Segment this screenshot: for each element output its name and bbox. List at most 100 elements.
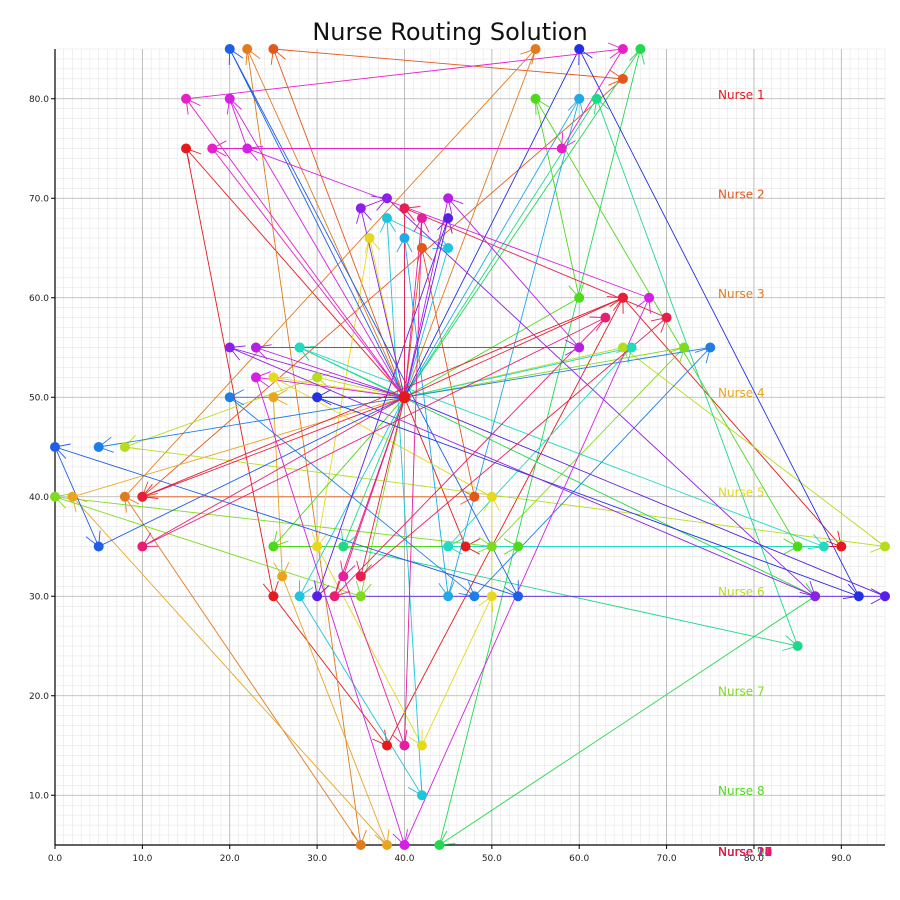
stop-point-nurse-1 [836,541,847,552]
stop-point-nurse-22 [399,740,410,751]
y-tick-label: 70.0 [29,194,49,204]
stop-point-nurse-21 [207,143,218,154]
y-tick-label: 20.0 [29,692,49,702]
stop-point-nurse-22 [338,571,349,582]
stop-point-nurse-3 [119,491,130,502]
route-line-nurse-14 [98,346,712,597]
x-tick-label: 40.0 [394,854,414,864]
stop-point-nurse-6 [880,541,890,552]
stop-point-nurse-17 [443,213,454,224]
stop-point-nurse-18 [224,342,235,353]
stop-point-nurse-17 [312,591,323,602]
stop-point-nurse-8 [268,541,279,552]
stop-point-nurse-13 [399,233,410,244]
x-tick-label: 90.0 [831,854,851,864]
stop-point-nurse-21 [617,44,628,54]
stop-point-nurse-22 [416,213,427,224]
legend-entry-nurse-24: Nurse 24 [718,845,772,859]
stop-point-nurse-14 [93,442,104,452]
legend-entry-nurse-1: Nurse 1 [718,88,765,102]
stop-point-nurse-23 [329,591,340,602]
route-line-nurse-7 [54,346,686,597]
stop-point-nurse-11 [818,541,829,552]
legend: Nurse 1 Nurse 2 Nurse 3 Nurse 4 Nurse 5 Nurse… [718,88,772,859]
legend-entry-nurse-21: Nurse 21 [718,845,772,859]
stop-point-nurse-3 [355,840,366,850]
stop-point-nurse-10 [338,541,349,552]
legend-entry-nurse-15: Nurse 15 [718,845,772,859]
depot-marker [398,391,411,404]
stop-point-nurse-18 [355,203,366,214]
stop-point-nurse-6 [312,372,323,383]
stop-point-nurse-9 [635,44,646,54]
stop-point-nurse-24 [355,571,366,582]
stop-point-nurse-12 [443,243,454,253]
legend-entry-nurse-5: Nurse 5 [718,486,765,500]
stop-markers [50,44,890,850]
y-tick-label: 60.0 [29,294,49,304]
y-tick-label: 50.0 [29,393,49,403]
stop-point-nurse-20 [644,292,655,303]
legend-entry-nurse-19: Nurse 19 [718,845,772,859]
y-tick-label: 40.0 [29,493,49,503]
x-tick-label: 20.0 [220,854,240,864]
route-line-nurse-11 [299,346,824,547]
stop-point-nurse-19 [574,342,585,353]
stop-point-nurse-14 [469,591,480,602]
stop-point-nurse-5 [364,233,375,244]
stop-point-nurse-12 [416,790,427,801]
stop-point-nurse-3 [242,44,253,54]
stop-point-nurse-5 [312,541,323,552]
y-tick-label: 30.0 [29,592,49,602]
stop-point-nurse-17 [880,591,890,602]
stop-point-nurse-20 [250,372,261,383]
stop-point-nurse-24 [661,312,672,323]
stop-point-nurse-10 [591,93,602,104]
stop-point-nurse-9 [434,840,445,850]
stop-point-nurse-13 [574,93,585,104]
stop-point-nurse-1 [181,143,192,154]
stop-point-nurse-16 [574,44,585,54]
stop-point-nurse-15 [224,44,235,54]
stop-point-nurse-14 [224,392,235,403]
stop-point-nurse-2 [416,243,427,253]
stop-point-nurse-11 [626,342,637,353]
stop-point-nurse-15 [93,541,104,552]
stop-point-nurse-4 [268,392,279,403]
x-tick-label: 10.0 [132,854,152,864]
legend-entry-nurse-6: Nurse 6 [718,585,765,599]
y-tick-label: 10.0 [29,791,49,801]
stop-point-nurse-5 [486,591,497,602]
stop-point-nurse-20 [242,143,253,154]
route-line-nurse-6 [124,347,887,548]
stop-point-nurse-1 [268,591,279,602]
stop-point-nurse-20 [224,93,235,104]
stop-point-nurse-16 [853,591,864,602]
stop-point-nurse-25 [137,491,148,502]
stop-point-nurse-5 [486,491,497,502]
stop-point-nurse-19 [250,342,261,353]
route-line-nurse-3 [124,48,536,846]
stop-point-nurse-7 [679,342,690,353]
stop-point-nurse-12 [382,213,392,224]
stop-point-nurse-1 [460,541,471,552]
legend-entry-nurse-20: Nurse 20 [718,845,772,859]
stop-point-nurse-14 [705,342,716,353]
stop-point-nurse-15 [50,442,60,452]
stop-point-nurse-20 [399,840,410,850]
stop-point-nurse-19 [443,193,454,204]
stop-point-nurse-1 [382,740,392,751]
legend-entry-nurse-22: Nurse 22 [718,845,772,859]
x-tick-label: 70.0 [657,854,677,864]
stop-point-nurse-4 [382,840,392,850]
legend-entry-nurse-25: Nurse 25 [718,845,772,859]
x-tick-label: 50.0 [482,854,502,864]
stop-point-nurse-6 [119,442,130,452]
stop-point-nurse-18 [382,193,392,204]
legend-entry-nurse-16: Nurse 16 [718,845,772,859]
minor-grid [54,48,886,846]
legend-entry-nurse-3: Nurse 3 [718,287,765,301]
stop-point-nurse-5 [416,740,427,751]
